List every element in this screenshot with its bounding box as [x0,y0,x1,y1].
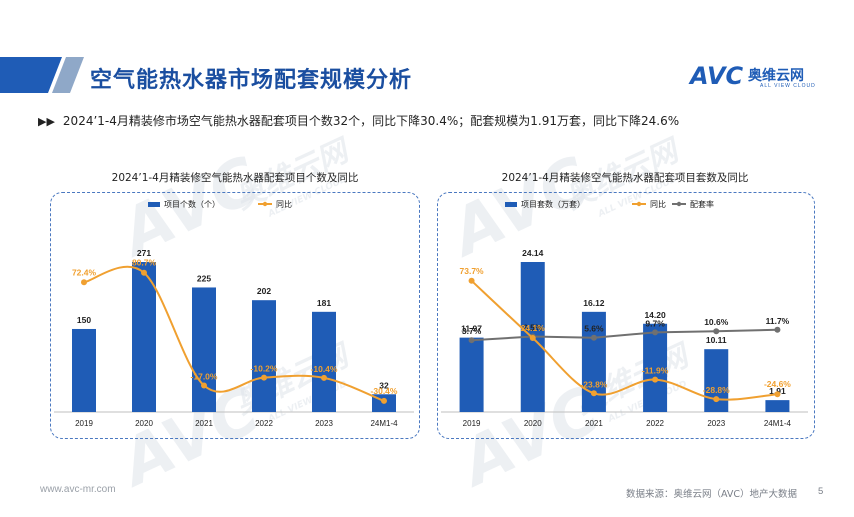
chart-2-yoy-label: -23.8% [580,379,607,389]
chart-1-yoy-label: 80.7% [132,258,157,268]
chart-2-legend-yoy-marker [636,201,642,207]
chart-1-yoy-point [261,374,267,381]
chart-1-legend-bar-label: 项目个数（个） [164,199,220,209]
chart-1-bar [132,262,156,412]
chart-1-legend-yoy-marker [262,201,268,207]
chart-1-yoy-label: 72.4% [72,267,97,277]
chart-2-bar [459,337,484,412]
chart-2-x-tick-label: 24M1-4 [764,419,792,428]
chart-1-yoy-label: -30.4% [371,386,398,396]
chart-2-bar-value-label: 1.91 [769,386,786,396]
header-accent-shape [0,57,84,93]
chart-2-ratio-point [468,337,475,344]
footer-source: 数据来源：奥维云网（AVC）地产大数据 [626,489,798,500]
chart-2-yoy-line [470,280,778,401]
chart-2-ratio-label: 9.7% [645,318,665,328]
chart-1-yoy-point [141,269,147,276]
logo: AVC [690,62,744,90]
chart-2-x-tick-label: 2023 [707,419,725,428]
chart-1-x-tick-label: 24M1-4 [370,419,398,428]
chart-1-yoy-line [83,265,385,402]
footer-website: www.avc-mr.com [40,484,116,495]
chart-1-title: 2024’1-4月精装修空气能热水器配套项目个数及同比 [111,172,359,184]
chart-2-yoy-point [652,376,659,383]
chart-1-legend-bar-swatch [148,202,160,207]
chart-2-legend-bar-label: 项目套数（万套） [521,199,585,209]
chart-1-x-tick-label: 2021 [195,419,213,428]
chart-2-bar [704,349,729,412]
chart-2-yoy-point [529,335,536,342]
chart-1-yoy-point [201,382,207,389]
chart-1-bar-value-label: 181 [317,298,331,308]
chart-1-bar [252,300,276,412]
chart-1-panel [50,192,420,439]
page-number: 5 [818,486,824,497]
chart-2-legend-yoy-label: 同比 [650,199,666,209]
chart-1-x-tick-label: 2023 [315,419,333,428]
chart-2-ratio-point [774,326,781,333]
chart-2-yoy-label: -28.8% [703,385,730,395]
chart-1-legend-yoy-label: 同比 [276,199,292,209]
logo-en: ALL VIEW CLOUD [760,83,816,89]
chart-1-bar [72,328,96,412]
chart-1-yoy-label: -10.4% [311,364,338,374]
chart-2-x-tick-label: 2021 [585,419,603,428]
chart-2-bar-value-label: 10.11 [706,335,727,345]
logo-cn: 奥维云网 [748,68,804,84]
chart-2-yoy-label: -11.9% [642,366,669,376]
chart-1-bar-value-label: 271 [137,248,151,258]
chart-2-ratio-point [652,329,659,336]
chart-2-yoy-label: -24.6% [764,379,791,389]
chart-1-x-tick-label: 2020 [135,419,153,428]
chart-2-ratio-point [713,328,720,335]
chart-2-x-tick-label: 2019 [463,419,481,428]
chart-1-x-tick-label: 2019 [75,419,93,428]
chart-2-panel [437,192,815,439]
page-title: 空气能热水器市场配套规模分析 [90,68,413,93]
chart-1-bar-value-label: 150 [77,315,91,325]
chart-2-yoy-point [590,390,597,397]
chart-1-yoy-point [321,374,327,381]
chart-2-ratio-label: 5.6% [584,324,604,334]
chart-2-ratio-label: 10.6% [704,317,729,327]
chart-2-legend-ratio-marker [676,201,682,207]
chart-2-title: 2024’1-4月精装修空气能热水器配套项目套数及同比 [501,172,749,184]
chart-2-ratio-label: 3.7% [462,326,482,336]
chart-2-ratio-line [471,328,778,342]
chart-2-yoy-point [713,396,720,403]
chart-2-bar [765,400,790,412]
chart-1-yoy-label: -17.0% [191,371,218,381]
chart-2-bar [643,323,668,412]
chart-2-yoy-label: 73.7% [460,266,485,276]
chart-2-ratio-point [590,334,597,341]
chart-2-x-tick-label: 2020 [524,419,542,428]
chart-2-bar-value-label: 16.12 [583,298,605,308]
chart-1-bar [312,311,336,412]
bullet-arrow-icon: ▶▶ [38,115,55,128]
chart-1-bar-value-label: 32 [379,380,389,390]
summary-text: 2024’1-4月精装修市场空气能热水器配套项目个数32个，同比下降30.4%；… [62,114,680,128]
chart-2-yoy-label: 24.1% [521,323,546,333]
chart-1-bar [192,287,216,412]
chart-1-yoy-label: -10.2% [251,364,278,374]
chart-2-yoy-point [774,391,781,398]
chart-2-legend-ratio-label: 配套率 [690,199,714,209]
chart-2-bar-value-label: 11.97 [461,324,482,334]
chart-2-legend-bar-swatch [505,202,517,207]
chart-1-bar-value-label: 225 [197,273,211,283]
chart-2-bar-value-label: 14.20 [644,310,666,320]
chart-2-x-tick-label: 2022 [646,419,664,428]
chart-1-yoy-point [381,397,387,404]
summary-line: ▶▶ 2024’1-4月精装修市场空气能热水器配套项目个数32个，同比下降30.4… [38,112,679,129]
chart-2-bar-value-label: 24.14 [522,248,544,258]
chart-2-yoy-point [468,277,475,284]
chart-1-yoy-point [81,279,87,286]
chart-1-bar-value-label: 202 [257,286,271,296]
chart-2-ratio-label: 6.5% [523,323,543,333]
chart-1-x-tick-label: 2022 [255,419,273,428]
chart-2-ratio-label: 11.7% [766,316,790,326]
